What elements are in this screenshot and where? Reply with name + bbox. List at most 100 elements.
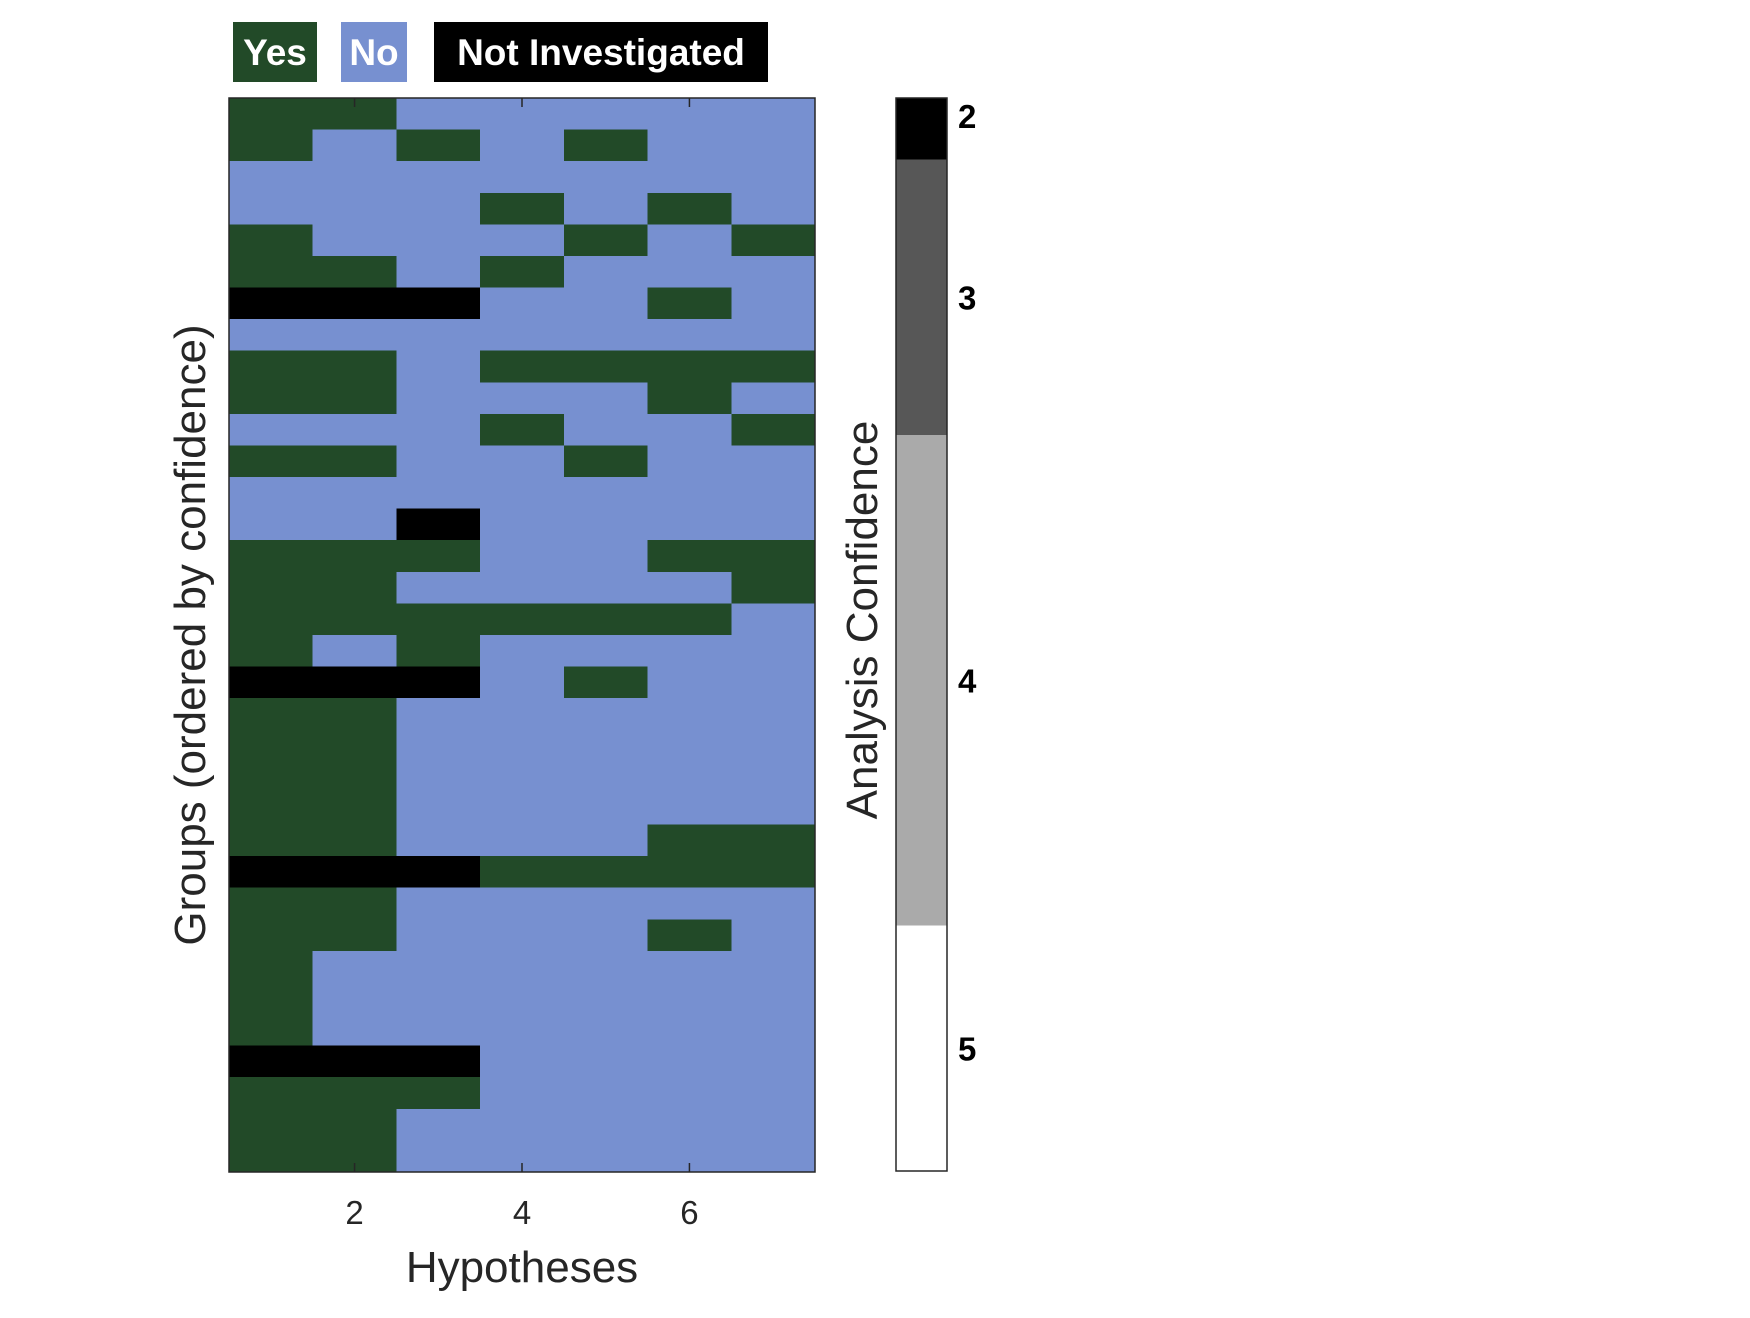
heatmap-cell (229, 350, 314, 383)
heatmap-cell (396, 319, 481, 352)
colorbar-tick-label: 2 (958, 98, 976, 135)
heatmap-cell (647, 445, 732, 478)
heatmap-cell (731, 1014, 816, 1047)
heatmap-cell (731, 319, 816, 352)
heatmap-cell (396, 1014, 481, 1047)
heatmap-cell (647, 950, 732, 984)
colorbar-segment (896, 159, 947, 436)
heatmap-cell (563, 571, 649, 605)
heatmap-cell (647, 824, 732, 857)
heatmap-cell (312, 950, 398, 984)
heatmap-cell (396, 824, 481, 857)
colorbar: 2 3 4 5 (895, 97, 977, 1172)
heatmap-cell (563, 919, 649, 952)
heatmap-cell (396, 571, 481, 605)
heatmap-cell (731, 255, 816, 289)
heatmap-cell (396, 792, 481, 826)
heatmap-cell (312, 350, 398, 383)
heatmap-cell (563, 635, 649, 668)
heatmap-cell (229, 571, 314, 605)
heatmap-cell (312, 824, 398, 857)
heatmap-cell (229, 635, 314, 668)
heatmap-cell (731, 382, 816, 415)
heatmap-cell (229, 1014, 314, 1047)
heatmap-cell (647, 698, 732, 731)
heatmap-cell (312, 540, 398, 573)
heatmap-cell (731, 477, 816, 510)
heatmap-cell (312, 413, 398, 447)
legend-swatch (341, 22, 407, 82)
heatmap-cell (563, 698, 649, 731)
heatmap-cell (647, 224, 732, 257)
heatmap-cell (312, 129, 398, 162)
heatmap-cell (396, 603, 481, 636)
x-tick-label: 4 (513, 1194, 531, 1231)
heatmap-cell (563, 824, 649, 857)
heatmap-cell (731, 413, 816, 447)
heatmap-cell (480, 792, 565, 826)
heatmap-cell (396, 698, 481, 731)
heatmap-cell (563, 161, 649, 194)
x-tick-label: 2 (345, 1194, 363, 1231)
heatmap-cell (480, 287, 565, 320)
heatmap-cell (563, 792, 649, 826)
heatmap-cell (396, 540, 481, 573)
heatmap-cell (396, 666, 481, 699)
heatmap-cell (731, 729, 816, 762)
heatmap-cell (229, 287, 314, 320)
heatmap-cell (731, 792, 816, 826)
heatmap-cell (647, 1108, 732, 1142)
heatmap-cell (229, 129, 314, 162)
heatmap-cell (731, 161, 816, 194)
heatmap-cell (647, 508, 732, 541)
heatmap-cell (731, 350, 816, 383)
heatmap-cell (563, 224, 649, 257)
heatmap-cell (563, 413, 649, 447)
heatmap-cell (480, 477, 565, 510)
heatmap-cell (731, 224, 816, 257)
heatmap-cell (312, 982, 398, 1015)
heatmap-cell (312, 508, 398, 541)
heatmap-cell (229, 255, 314, 289)
heatmap-cell (731, 919, 816, 952)
heatmap-cell (229, 1140, 314, 1173)
heatmap-cell (229, 192, 314, 225)
heatmap-cell (480, 635, 565, 668)
heatmap-cell (480, 1108, 565, 1142)
heatmap-cell (480, 571, 565, 605)
heatmap-cell (229, 982, 314, 1015)
heatmap-cell (480, 761, 565, 794)
heatmap-cell (396, 729, 481, 762)
heatmap-cell (563, 540, 649, 573)
heatmap-cell (563, 856, 649, 889)
heatmap-cell (396, 887, 481, 920)
heatmap-cell (229, 887, 314, 920)
heatmap-cell (480, 1045, 565, 1078)
heatmap-cells (229, 98, 816, 1173)
heatmap-cell (731, 635, 816, 668)
heatmap-cell (396, 192, 481, 225)
heatmap-cell (563, 382, 649, 415)
legend: Yes No Not Investigated (233, 22, 768, 82)
heatmap-cell (480, 255, 565, 289)
heatmap-cell (647, 856, 732, 889)
heatmap-cell (396, 1077, 481, 1110)
heatmap-cell (480, 982, 565, 1015)
heatmap-cell (731, 445, 816, 478)
heatmap-cell (396, 982, 481, 1015)
x-axis-ticks: 2 4 6 (345, 98, 699, 1231)
heatmap-cell (731, 98, 816, 131)
heatmap-cell (647, 1045, 732, 1078)
heatmap-cell (312, 161, 398, 194)
heatmap-cell (731, 1045, 816, 1078)
heatmap-cell (563, 508, 649, 541)
heatmap-cell (312, 1077, 398, 1110)
heatmap-cell (731, 540, 816, 573)
heatmap-cell (480, 224, 565, 257)
heatmap-cell (312, 477, 398, 510)
legend-label: Not Investigated (457, 32, 745, 73)
heatmap-cell (563, 982, 649, 1015)
heatmap-cell (563, 1077, 649, 1110)
heatmap-cell (229, 856, 314, 889)
